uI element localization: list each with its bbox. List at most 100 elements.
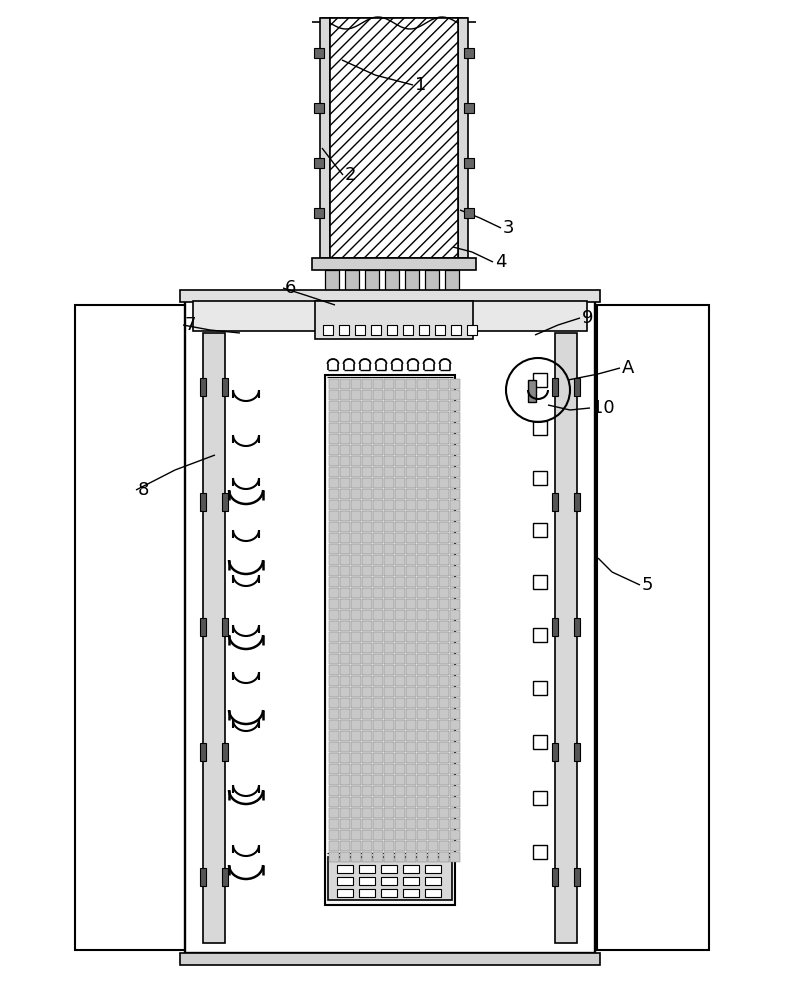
Bar — [329, 522, 339, 532]
Bar — [373, 555, 383, 565]
Bar — [329, 434, 339, 444]
Bar — [439, 841, 449, 851]
Bar — [351, 489, 361, 499]
Bar — [428, 555, 438, 565]
Bar — [406, 808, 416, 818]
Bar — [384, 654, 394, 664]
Bar — [384, 632, 394, 642]
Bar — [355, 325, 365, 335]
Bar — [417, 511, 427, 521]
Bar — [395, 621, 405, 631]
Bar — [373, 445, 383, 455]
Bar — [373, 852, 383, 862]
Bar — [439, 445, 449, 455]
Bar — [439, 544, 449, 554]
Bar — [340, 489, 350, 499]
Bar — [395, 379, 405, 389]
Bar — [351, 434, 361, 444]
Bar — [351, 610, 361, 620]
Bar — [406, 841, 416, 851]
Bar — [340, 786, 350, 796]
Bar — [406, 478, 416, 488]
Bar — [406, 852, 416, 862]
Bar — [362, 379, 372, 389]
Bar — [362, 489, 372, 499]
Bar — [384, 467, 394, 477]
Bar — [330, 18, 458, 258]
Bar — [450, 753, 460, 763]
Bar — [329, 841, 339, 851]
Bar — [450, 423, 460, 433]
Bar — [351, 720, 361, 730]
Bar — [395, 577, 405, 587]
Bar — [450, 841, 460, 851]
Text: 2: 2 — [345, 166, 357, 184]
Bar — [428, 698, 438, 708]
Bar — [384, 665, 394, 675]
Bar — [406, 434, 416, 444]
Bar — [464, 48, 474, 58]
Bar — [395, 643, 405, 653]
Bar — [417, 467, 427, 477]
Bar — [450, 478, 460, 488]
Bar — [200, 868, 206, 886]
Bar — [428, 456, 438, 466]
Bar — [373, 676, 383, 686]
Bar — [428, 830, 438, 840]
Bar — [373, 731, 383, 741]
Bar — [450, 390, 460, 400]
Bar — [314, 208, 324, 218]
Bar — [450, 555, 460, 565]
Bar — [417, 423, 427, 433]
Bar — [200, 378, 206, 396]
Bar — [373, 467, 383, 477]
Bar — [373, 379, 383, 389]
Bar — [384, 478, 394, 488]
Bar — [395, 390, 405, 400]
Bar — [533, 845, 547, 859]
Bar — [439, 478, 449, 488]
Bar — [345, 270, 359, 292]
Bar — [351, 753, 361, 763]
Bar — [384, 522, 394, 532]
Bar — [406, 687, 416, 697]
Bar — [552, 493, 558, 511]
Bar — [340, 830, 350, 840]
Bar — [373, 643, 383, 653]
Bar — [428, 544, 438, 554]
Bar — [417, 742, 427, 752]
Bar — [329, 599, 339, 609]
Bar — [362, 753, 372, 763]
Bar — [406, 764, 416, 774]
Bar — [425, 270, 439, 292]
Bar — [574, 618, 580, 636]
Bar — [329, 555, 339, 565]
Bar — [450, 445, 460, 455]
Bar — [428, 500, 438, 510]
Bar — [351, 654, 361, 664]
Bar — [329, 830, 339, 840]
Bar — [200, 493, 206, 511]
Bar — [451, 325, 461, 335]
Bar — [362, 786, 372, 796]
Bar — [406, 786, 416, 796]
Bar — [329, 401, 339, 411]
Bar — [351, 456, 361, 466]
Bar — [325, 375, 455, 905]
Bar — [340, 456, 350, 466]
Bar — [340, 522, 350, 532]
Bar — [450, 577, 460, 587]
Bar — [373, 621, 383, 631]
Bar — [340, 643, 350, 653]
Bar — [362, 709, 372, 719]
Bar — [417, 478, 427, 488]
Bar — [329, 720, 339, 730]
Bar — [381, 889, 397, 897]
Bar — [384, 445, 394, 455]
Bar — [439, 401, 449, 411]
Bar — [428, 379, 438, 389]
Bar — [384, 819, 394, 829]
Bar — [450, 533, 460, 543]
Bar — [450, 709, 460, 719]
Bar — [362, 841, 372, 851]
